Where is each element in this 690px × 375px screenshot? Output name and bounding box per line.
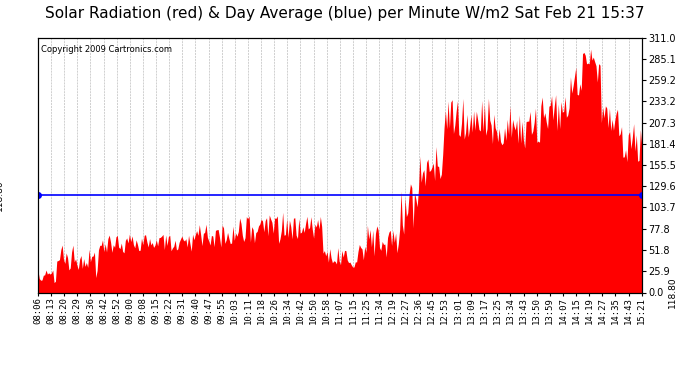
Text: 118.80: 118.80	[668, 276, 677, 308]
Text: 118.80: 118.80	[0, 179, 3, 211]
Text: Solar Radiation (red) & Day Average (blue) per Minute W/m2 Sat Feb 21 15:37: Solar Radiation (red) & Day Average (blu…	[46, 6, 644, 21]
Text: Copyright 2009 Cartronics.com: Copyright 2009 Cartronics.com	[41, 45, 172, 54]
